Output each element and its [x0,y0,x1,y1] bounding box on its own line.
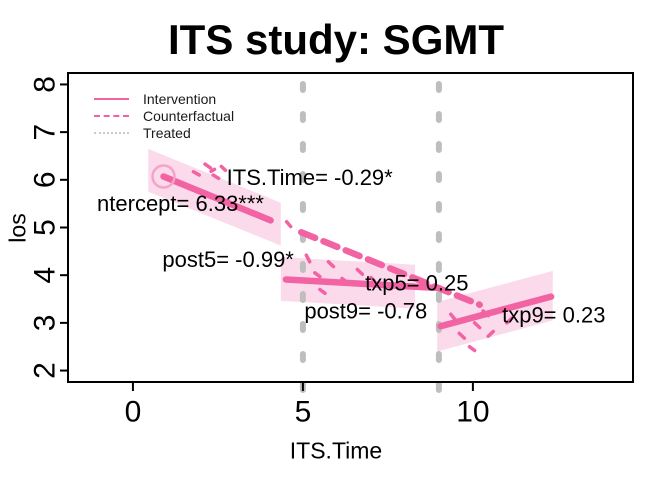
fitted-line-post5-segment [282,276,443,292]
start-open-circle [151,164,176,189]
fitted-line-counterfactual [297,229,483,308]
annotation-post9: post9= -0.78 [304,298,427,323]
dotted-line-icon [94,132,129,134]
legend-label: Treated [143,125,191,141]
treated-mark [191,169,201,177]
treated-mark [219,164,228,173]
treated-mark [304,253,312,264]
y-tick-label: 2 [29,362,62,379]
treated-mark [369,275,377,283]
annotation-its-time: ITS.Time= -0.29* [227,165,394,190]
legend: Intervention Counterfactual Treated [94,91,235,141]
dashed-line-icon [94,115,129,117]
annotation-txp9: txp9= 0.23 [502,302,605,327]
legend-item-counterfactual: Counterfactual [94,108,235,124]
chart-title: ITS study: SGMT [168,16,504,63]
fitted-line-post9-segment [437,293,555,330]
legend-item-intervention: Intervention [94,91,234,107]
annotation-post5: post5= -0.99* [162,247,294,272]
x-tick-label: 5 [295,396,312,429]
treated-mark [457,331,467,340]
treated-mark [211,173,221,181]
treated-mark [355,267,365,276]
annotation-txp5: txp5= 0.25 [365,270,468,295]
treated-mark [326,260,336,269]
treated-mark [467,344,477,353]
y-tick-label: 4 [29,267,62,284]
treated-mark [203,162,213,170]
y-tick-label: 3 [29,315,62,332]
treated-mark [505,316,514,325]
x-tick-label: 0 [125,396,142,429]
fitted-line-pre-intervention [160,173,274,224]
annotation-intercept: ntercept= 6.33*** [97,191,264,216]
y-tick-label: 6 [29,171,62,188]
treated-mark [313,271,322,279]
treated-mark [486,329,496,338]
treated-mark [284,220,293,229]
legend-label: Counterfactual [143,108,235,124]
legend-item-treated: Treated [94,125,234,141]
x-axis-title: ITS.Time [289,437,383,464]
x-tick-label: 10 [456,396,489,429]
y-tick-label: 5 [29,219,62,236]
y-tick-label: 8 [29,76,62,93]
solid-line-icon [94,98,129,100]
y-axis-title: los [4,213,31,243]
y-tick-label: 7 [29,124,62,141]
treated-mark [318,287,327,296]
treated-mark [209,167,217,173]
treated-mark [472,321,482,330]
legend-label: Intervention [143,91,217,107]
